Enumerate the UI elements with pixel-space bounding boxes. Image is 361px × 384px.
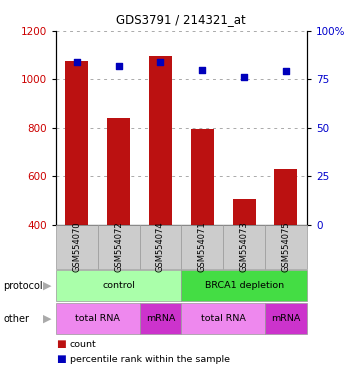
Bar <box>274 169 297 225</box>
Text: protocol: protocol <box>4 281 43 291</box>
Text: GSM554072: GSM554072 <box>114 222 123 272</box>
Text: ■: ■ <box>56 339 66 349</box>
Text: count: count <box>70 340 96 349</box>
Point <box>199 66 205 73</box>
Bar <box>191 129 214 225</box>
Text: GSM554074: GSM554074 <box>156 222 165 272</box>
Bar <box>149 56 172 225</box>
Text: percentile rank within the sample: percentile rank within the sample <box>70 354 230 364</box>
Point <box>74 59 80 65</box>
Text: ▶: ▶ <box>43 281 51 291</box>
Text: total RNA: total RNA <box>75 314 120 323</box>
Text: mRNA: mRNA <box>271 314 301 323</box>
Text: control: control <box>102 281 135 290</box>
Text: total RNA: total RNA <box>201 314 245 323</box>
Point <box>283 68 289 74</box>
Text: GDS3791 / 214321_at: GDS3791 / 214321_at <box>116 13 245 26</box>
Text: ■: ■ <box>56 354 66 364</box>
Text: mRNA: mRNA <box>146 314 175 323</box>
Text: BRCA1 depletion: BRCA1 depletion <box>205 281 284 290</box>
Text: GSM554070: GSM554070 <box>72 222 81 272</box>
Text: GSM554073: GSM554073 <box>240 221 249 272</box>
Point <box>158 59 164 65</box>
Bar <box>65 61 88 225</box>
Text: other: other <box>4 314 30 324</box>
Bar <box>107 118 130 225</box>
Point <box>241 74 247 80</box>
Text: ▶: ▶ <box>43 314 51 324</box>
Bar <box>232 199 256 225</box>
Text: GSM554075: GSM554075 <box>282 222 291 272</box>
Point <box>116 63 122 69</box>
Text: GSM554071: GSM554071 <box>198 222 207 272</box>
